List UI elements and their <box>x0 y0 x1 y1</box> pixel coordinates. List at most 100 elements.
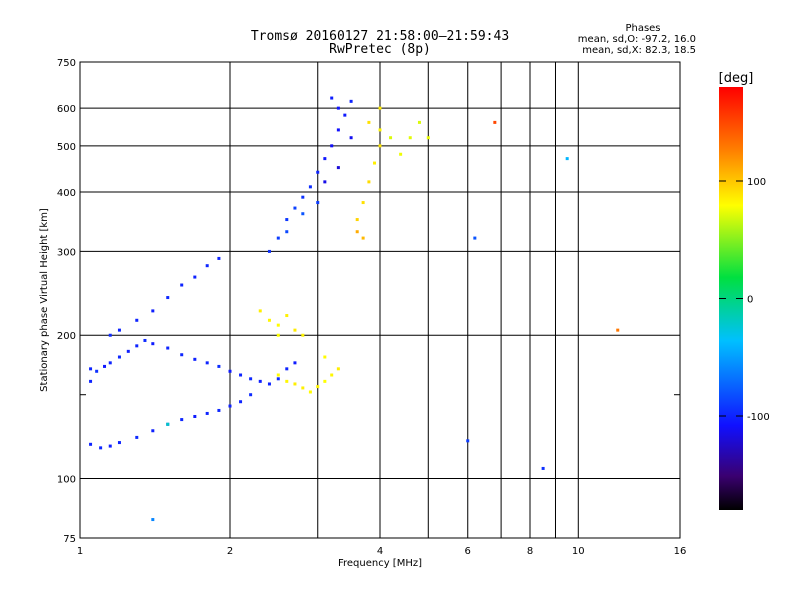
data-point <box>399 152 403 156</box>
x-tick-label: 1 <box>77 546 83 557</box>
data-point <box>117 355 121 359</box>
x-tick-label: 8 <box>527 546 533 557</box>
x-tick-label: 10 <box>572 546 585 557</box>
data-point <box>205 264 209 268</box>
data-point <box>151 342 155 346</box>
y-axis-label: Stationary phase Virtual Height [km] <box>39 208 50 392</box>
y-tick-label: 75 <box>63 534 76 545</box>
data-point <box>308 390 312 394</box>
data-point <box>108 333 112 337</box>
data-point <box>367 120 371 124</box>
data-point <box>378 106 382 110</box>
data-points <box>89 96 620 522</box>
data-point <box>389 136 393 140</box>
plot-area: 1 2 4 6 8 10 16 75 100 200 300 400 500 600 750 <box>57 58 686 557</box>
y-tick-label: 750 <box>57 58 76 69</box>
data-point <box>323 379 327 383</box>
y-axis-ticks: 75 100 200 300 400 500 600 750 <box>57 58 680 545</box>
data-point <box>308 185 312 189</box>
data-point <box>293 328 297 332</box>
data-point <box>166 422 170 426</box>
grid-lines <box>80 62 680 538</box>
data-point <box>108 444 112 448</box>
data-point <box>355 230 359 234</box>
data-point <box>285 218 289 222</box>
colorbar-tick-label: 0 <box>747 295 753 306</box>
data-point <box>330 373 334 377</box>
x-axis-label: Frequency [MHz] <box>338 558 422 569</box>
data-point <box>205 361 209 365</box>
x-tick-label: 16 <box>674 546 687 557</box>
data-point <box>267 249 271 253</box>
stats-line-x: mean, sd,X: 82.3, 18.5 <box>582 45 696 56</box>
y-tick-label: 500 <box>57 142 76 153</box>
data-point <box>367 180 371 184</box>
data-point <box>193 357 197 361</box>
data-point <box>285 230 289 234</box>
data-point <box>276 377 280 381</box>
data-point <box>541 466 545 470</box>
data-point <box>343 113 347 117</box>
data-point <box>267 382 271 386</box>
data-point <box>361 236 365 240</box>
x-tick-label: 4 <box>377 546 383 557</box>
data-point <box>217 408 221 412</box>
data-point <box>408 136 412 140</box>
colorbar-tick-label: 100 <box>747 177 766 188</box>
data-point <box>193 275 197 279</box>
data-point <box>108 361 112 365</box>
data-point <box>180 283 184 287</box>
data-point <box>349 99 353 103</box>
data-point <box>276 333 280 337</box>
data-point <box>285 379 289 383</box>
data-point <box>276 236 280 240</box>
data-point <box>89 442 93 446</box>
y-tick-label: 200 <box>57 331 76 342</box>
data-point <box>417 120 421 124</box>
data-point <box>473 236 477 240</box>
colorbar-ticks: 100 0 -100 <box>719 177 770 423</box>
data-point <box>143 338 147 342</box>
data-point <box>301 386 305 390</box>
data-point <box>323 355 327 359</box>
data-point <box>166 296 170 300</box>
data-point <box>95 369 99 373</box>
data-point <box>336 106 340 110</box>
data-point <box>180 353 184 357</box>
data-point <box>301 333 305 337</box>
data-point <box>228 369 232 373</box>
data-point <box>293 382 297 386</box>
y-tick-label: 400 <box>57 188 76 199</box>
data-point <box>126 349 130 353</box>
data-point <box>301 195 305 199</box>
data-point <box>316 170 320 174</box>
x-tick-label: 2 <box>227 546 233 557</box>
y-tick-label: 300 <box>57 247 76 258</box>
data-point <box>205 411 209 415</box>
stats-line-o: mean, sd,O: -97.2, 16.0 <box>578 34 696 45</box>
data-point <box>323 157 327 161</box>
data-point <box>285 314 289 318</box>
data-point <box>336 166 340 170</box>
data-point <box>276 323 280 327</box>
data-point <box>316 201 320 205</box>
data-point <box>99 446 103 450</box>
data-point <box>151 518 155 522</box>
data-point <box>239 373 243 377</box>
colorbar-tick-label: -100 <box>747 412 770 423</box>
data-point <box>103 364 107 368</box>
data-point <box>285 367 289 371</box>
data-point <box>276 373 280 377</box>
data-point <box>151 309 155 313</box>
data-point <box>323 180 327 184</box>
data-point <box>293 206 297 210</box>
data-point <box>493 120 497 124</box>
data-point <box>258 379 262 383</box>
data-point <box>217 364 221 368</box>
x-axis-ticks: 1 2 4 6 8 10 16 <box>77 546 687 557</box>
data-point <box>316 385 320 389</box>
data-point <box>117 441 121 445</box>
data-point <box>330 96 334 100</box>
data-point <box>355 218 359 222</box>
